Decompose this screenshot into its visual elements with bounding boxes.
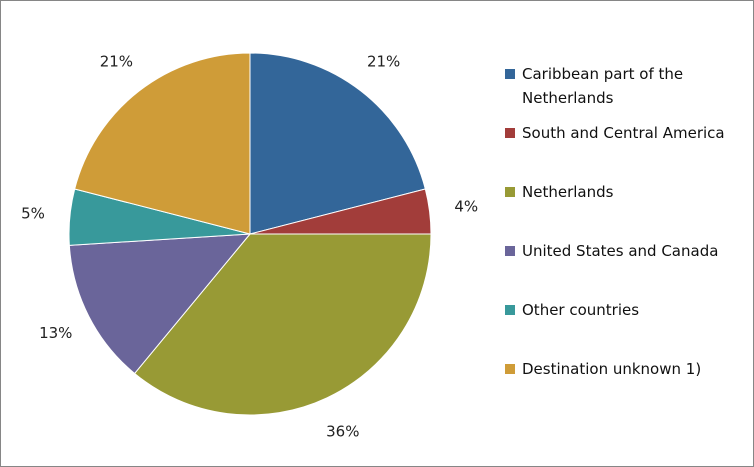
legend-swatch [505, 187, 515, 197]
legend-item-other-countries: Other countries [505, 298, 732, 322]
legend-item-caribbean-netherlands: Caribbean part of the Netherlands [505, 62, 732, 110]
legend-label: Netherlands [522, 183, 614, 201]
legend-swatch [505, 128, 515, 138]
data-label-south-central-america: 4% [454, 198, 478, 216]
legend-label: Destination unknown 1) [522, 360, 702, 378]
legend-swatch [505, 246, 515, 256]
legend-label: Other countries [522, 301, 640, 319]
legend-swatch [505, 364, 515, 374]
data-label-caribbean-netherlands: 21% [367, 53, 400, 71]
legend-item-south-central-america: South and Central America [505, 121, 732, 145]
data-label-other-countries: 5% [21, 204, 45, 222]
pie-slice-destination-unknown [74, 52, 251, 235]
legend-item-destination-unknown: Destination unknown 1) [505, 357, 732, 381]
pie-slice-united-states-canada [68, 233, 252, 375]
legend-swatch [505, 69, 515, 79]
pie-slice-netherlands [133, 233, 432, 416]
pie-slice-caribbean-netherlands [249, 52, 426, 235]
data-label-netherlands: 36% [326, 422, 359, 440]
legend-item-united-states-canada: United States and Canada [505, 239, 732, 263]
legend-item-netherlands: Netherlands [505, 180, 732, 204]
data-label-united-states-canada: 13% [39, 324, 72, 342]
legend-swatch [505, 305, 515, 315]
data-label-destination-unknown: 21% [100, 53, 133, 71]
legend-label: United States and Canada [522, 242, 719, 260]
legend-label: South and Central America [522, 124, 725, 142]
legend-label: Caribbean part of the Netherlands [522, 65, 684, 107]
